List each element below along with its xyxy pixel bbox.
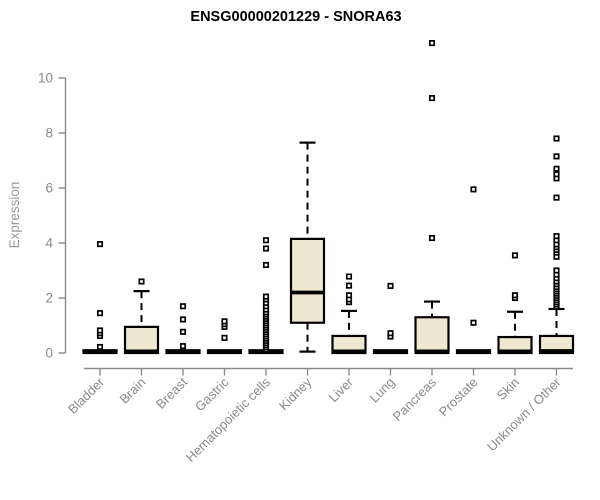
outlier-point [553, 171, 560, 178]
outlier-point [138, 278, 145, 285]
outlier-point [96, 241, 104, 248]
outlier-point [179, 303, 187, 310]
outlier-point [470, 319, 477, 326]
outlier-point [96, 343, 104, 351]
x-category-label: Unknown / Other [484, 374, 564, 454]
outlier-point [179, 328, 187, 335]
outlier-point [553, 194, 560, 201]
outlier-point [345, 292, 353, 299]
x-category-label: Breast [153, 374, 190, 411]
outlier-point [96, 310, 104, 317]
outlier-point [553, 153, 560, 160]
outlier-point [387, 330, 394, 337]
outlier-point [179, 316, 187, 323]
outlier-point [553, 165, 560, 172]
y-tick-label: 2 [45, 291, 53, 306]
box [414, 316, 450, 355]
box [289, 237, 326, 324]
box [123, 325, 160, 355]
outlier-point [553, 267, 560, 274]
outlier-point [511, 292, 519, 299]
outlier-point [221, 334, 228, 341]
outlier-point [387, 282, 394, 289]
outlier-point [553, 135, 560, 142]
x-category-label: Bladder [65, 374, 108, 417]
outlier-point [511, 252, 519, 259]
y-tick-label: 0 [45, 346, 53, 361]
outlier-point [428, 235, 436, 242]
x-category-label: Lung [367, 375, 398, 406]
outlier-point [262, 237, 270, 244]
x-category-label: Brain [117, 375, 149, 407]
x-category-label: Liver [326, 374, 357, 405]
y-axis-label: Expression [7, 182, 22, 249]
outlier-point [221, 318, 228, 325]
x-category-label: Prostate [436, 375, 481, 420]
y-tick-label: 6 [45, 181, 53, 196]
outlier-point [96, 327, 104, 334]
outlier-point [470, 186, 477, 193]
outlier-point [262, 245, 270, 252]
x-category-label: Pancreas [390, 374, 440, 424]
y-tick-label: 4 [45, 236, 53, 251]
outlier-point [428, 95, 436, 102]
x-category-label: Gastric [192, 374, 232, 414]
y-tick-label: 8 [45, 126, 53, 141]
outlier-point [179, 343, 187, 350]
outlier-point [262, 261, 270, 269]
outlier-point [345, 282, 353, 289]
box-series [82, 40, 575, 355]
outlier-point [262, 293, 270, 300]
chart-title: ENSG00000201229 - SNORA63 [190, 9, 401, 25]
box [538, 334, 575, 355]
x-category-label: Skin [494, 375, 522, 403]
x-category-label: Kidney [276, 374, 315, 413]
outlier-point [428, 40, 436, 47]
y-tick-label: 10 [38, 71, 53, 86]
outlier-point [553, 233, 560, 240]
outlier-point [345, 273, 353, 280]
